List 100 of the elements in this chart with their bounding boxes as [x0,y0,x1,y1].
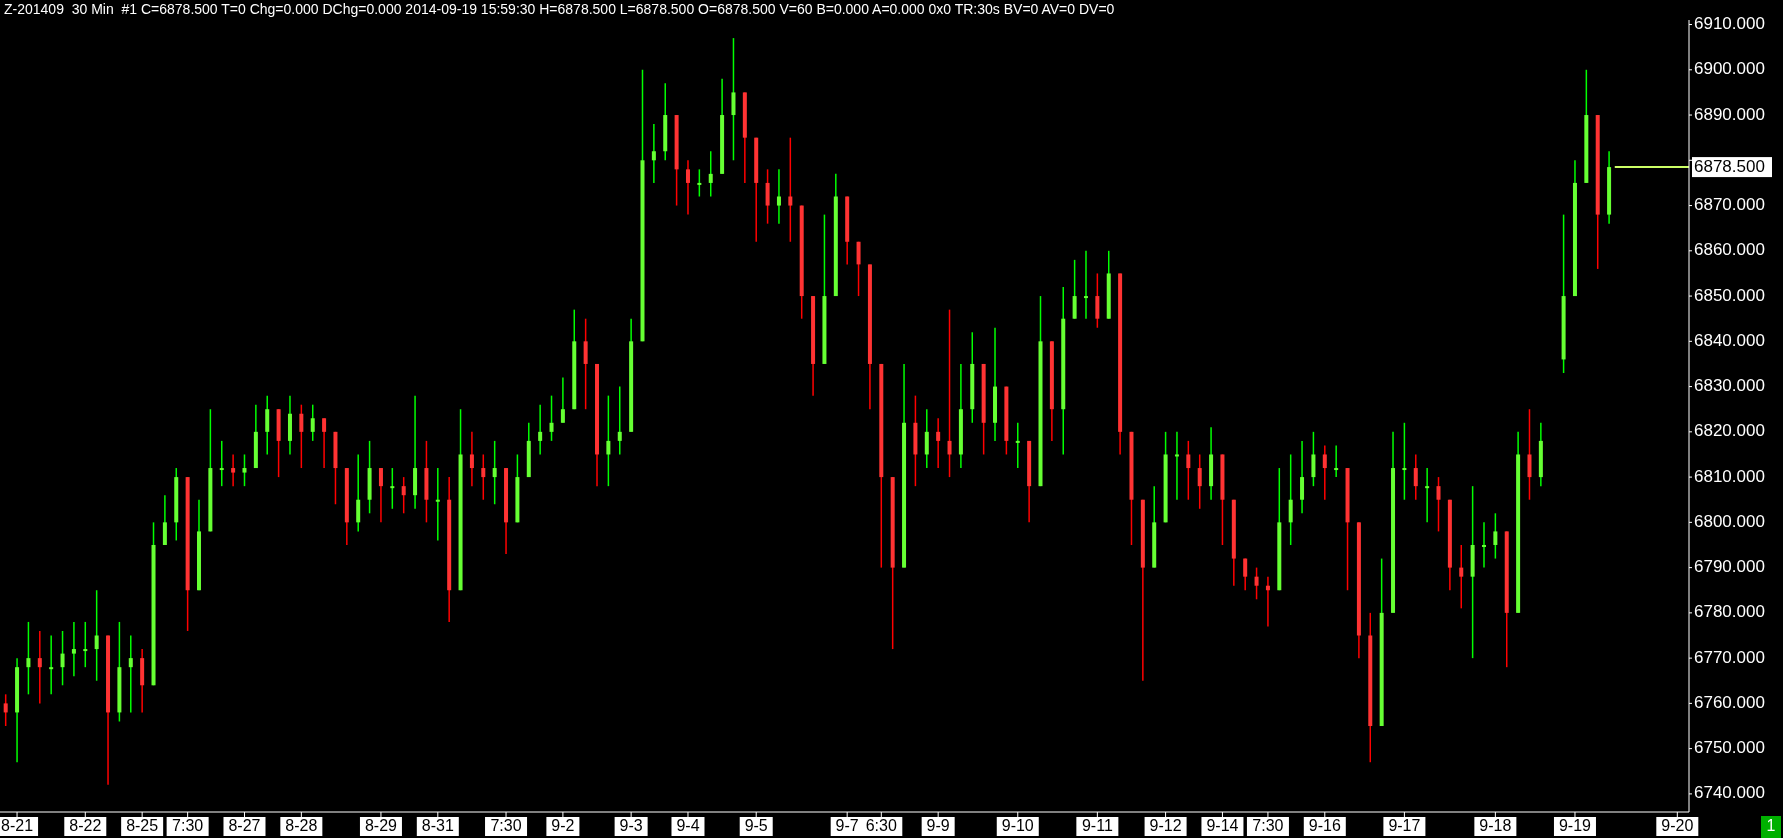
candlestick [1015,422,1020,469]
candlestick [322,417,327,469]
candlestick [617,385,622,456]
ref-line-label: 6878.500 [1694,156,1765,176]
candlestick [856,241,861,297]
candlestick [1436,476,1441,533]
candlestick [776,168,781,225]
x-tick-label: 8-25 [126,817,159,835]
x-tick-label: 8-29 [364,817,398,835]
candlestick [299,403,304,469]
candlestick [492,440,497,505]
candlestick [538,403,543,456]
candlestick [1425,467,1430,524]
candlestick [1254,566,1259,601]
candlestick [242,453,247,487]
candlestick [788,136,793,243]
y-tick-label: 6840.000 [1694,330,1765,350]
candlestick [49,634,54,696]
candlestick [94,589,99,682]
y-tick-label: 6790.000 [1694,557,1765,577]
candlestick [936,417,941,469]
candlestick [606,394,611,487]
x-tick-label: 8-28 [285,817,318,835]
x-tick-label: 8-27 [228,817,261,835]
candlestick [3,693,8,727]
x-tick-label: 9-19 [1558,817,1592,835]
candlestick [1072,259,1077,320]
candlestick [83,621,88,668]
candlestick [1311,431,1316,487]
candlestick [1095,272,1100,329]
y-tick-label: 6870.000 [1694,195,1765,215]
x-tick-label: 9-20 [1661,817,1694,835]
x-tick-label: 9-10 [1001,817,1034,835]
y-tick-label: 6850.000 [1694,285,1765,305]
candlestick [1459,544,1464,610]
candlestick [1197,453,1202,510]
candlestick [549,394,554,442]
candlestick [1493,512,1498,560]
candlestick [378,467,383,524]
y-tick-label: 6890.000 [1694,104,1765,124]
candlestick [1288,453,1293,546]
y-tick-label: 6830.000 [1694,376,1765,396]
x-tick-label: 9-9 [926,817,950,835]
x-tick-label: 9-17 [1388,817,1421,835]
x-tick-label: 9-7 [835,817,859,835]
candlestick [1243,557,1248,591]
x-tick-label: 8-21 [1,817,34,835]
candlestick [162,494,167,546]
x-tick-label: 9-16 [1308,817,1341,835]
candlestick [310,403,315,442]
x-tick-label: 8-31 [421,817,454,835]
candlestick [924,408,929,469]
candlestick [71,621,76,677]
x-tick-label: 9-12 [1149,817,1182,835]
candlestick [708,150,713,198]
y-tick-label: 6820.000 [1694,421,1765,441]
text: 1 [1766,817,1776,835]
candlestick [1186,440,1191,501]
y-tick-label: 6770.000 [1694,647,1765,667]
candlestick [356,453,361,533]
candlestick [1482,521,1486,569]
y-tick-label: 6800.000 [1694,511,1765,531]
x-tick-label: 9-2 [551,817,575,835]
candlestick [60,630,65,687]
candlestick [265,394,270,456]
candlestick [128,634,133,714]
candlestick [1174,431,1179,501]
y-tick-label: 6900.000 [1694,59,1765,79]
x-tick-label: 9-4 [676,817,700,835]
y-tick-label: 6780.000 [1694,602,1765,622]
candlestick [390,467,395,510]
candlestick [685,159,690,216]
candlestick [947,308,952,478]
candlestick [26,621,31,696]
y-tick-label: 6740.000 [1694,783,1765,803]
candlestick [231,453,236,487]
candlestick [583,317,588,410]
candlestick [481,453,486,501]
candlestick [1413,453,1418,501]
y-tick-label: 6860.000 [1694,240,1765,260]
candlestick [1300,440,1305,515]
candlestick [401,476,406,515]
candlestick [37,630,42,705]
candlestick [1322,444,1327,501]
x-tick-label: 7:30 [1252,817,1284,835]
y-tick-label: 6910.000 [1694,14,1765,34]
candlestick [697,168,702,198]
candlestick [469,431,474,487]
candlestick [435,467,440,542]
candlestick [560,376,565,424]
x-tick-label: 9-18 [1479,817,1512,835]
x-tick-label: 7:30 [490,817,522,835]
chart-title: Z-201409 30 Min #1 C=6878.500 T=0 Chg=0.000 DChg=0.000 2014-09-19 15:59:30 H=6878.500 L=6878.500 O=6878.500 V=60 B=0.000 A=0.000 0x0 TR:30s BV=0 AV=0 DV=0 [4,1,1115,17]
candlestick [1402,422,1407,501]
x-tick-label: 9-11 [1081,817,1113,835]
candlestick [219,440,224,487]
y-tick-label: 6810.000 [1694,466,1765,486]
x-tick-label: 9-3 [619,817,643,835]
y-tick-label: 6760.000 [1694,692,1765,712]
candlestick [731,37,736,162]
